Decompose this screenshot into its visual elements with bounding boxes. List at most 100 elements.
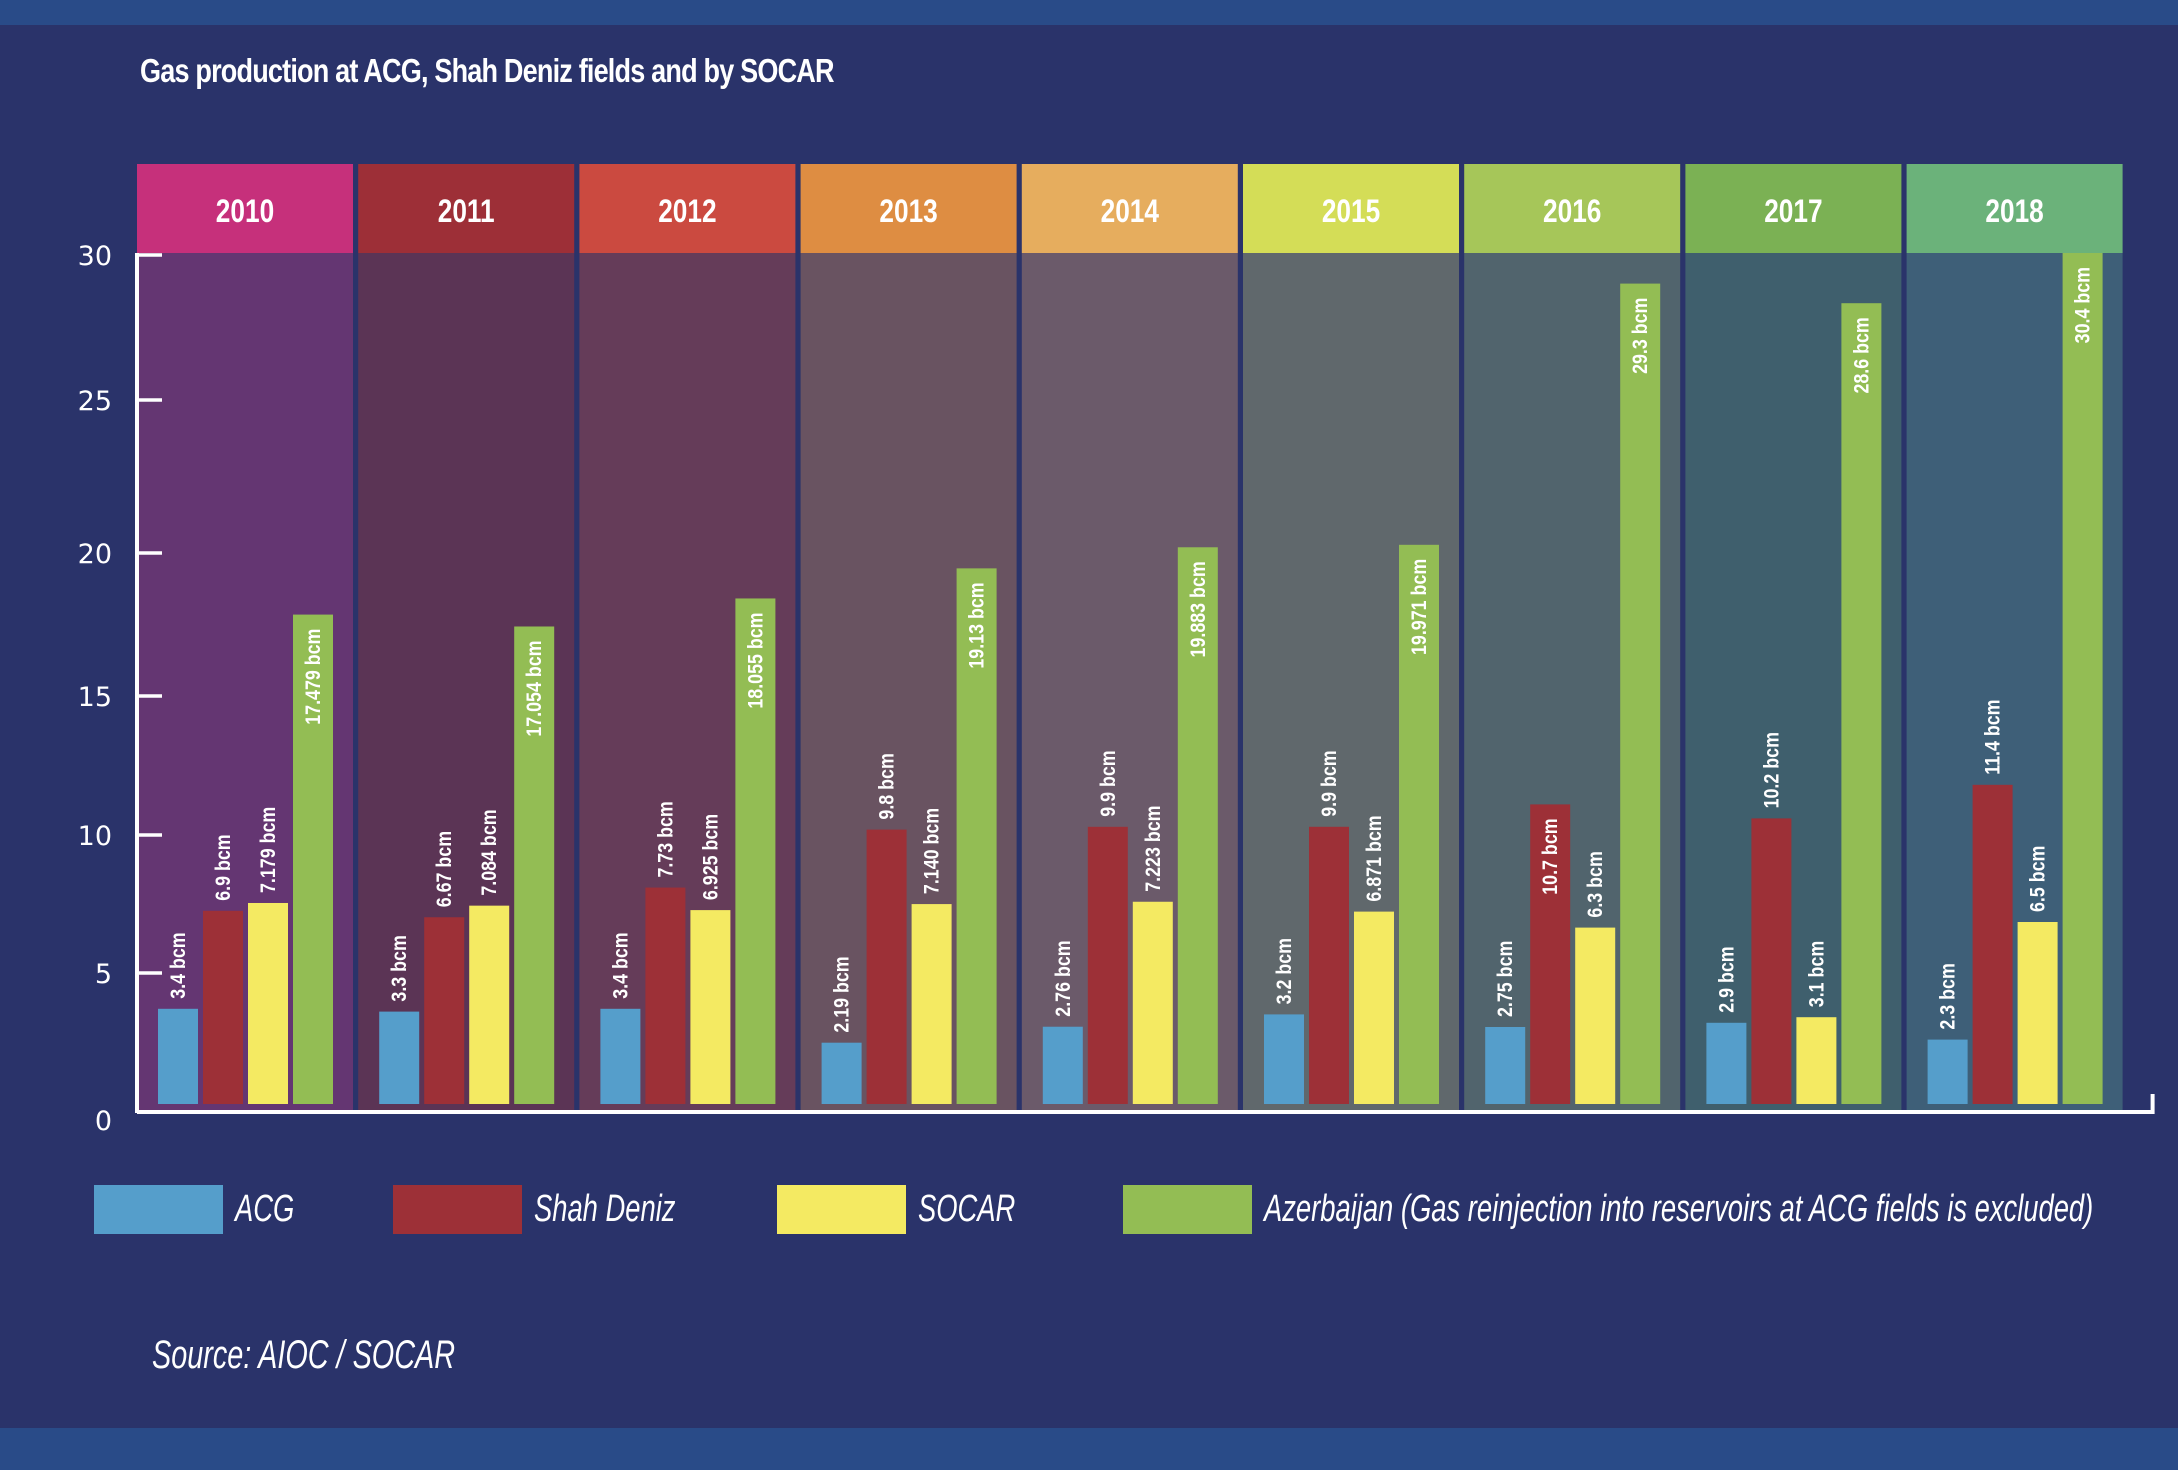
value-label: 6.67 bcm (433, 831, 457, 907)
year-label-2012: 2012 (658, 195, 716, 230)
value-label: 2.76 bcm (1051, 940, 1075, 1016)
bar-acg-2015 (1264, 1014, 1304, 1104)
bar-shah-2017 (1751, 818, 1792, 1104)
bar-socar-2012 (690, 910, 731, 1104)
bar-azerbaijan-2016 (1620, 283, 1661, 1105)
value-label: 6.5 bcm (2026, 846, 2050, 912)
year-header-2017 (1685, 164, 1902, 253)
y-tick-label-5: 5 (95, 959, 112, 990)
bar-shah-2014 (1087, 826, 1128, 1104)
bar-shah-2018 (1972, 784, 2013, 1104)
legend-item-socar: SOCAR (777, 1185, 1053, 1234)
bar-acg-2016 (1485, 1027, 1526, 1104)
legend-label-azerbaijan: Azerbaijan (Gas reinjection into reservo… (1264, 1188, 2094, 1230)
bar-socar-2014 (1132, 901, 1173, 1104)
value-label: 7.140 bcm (920, 808, 944, 894)
value-label: 3.4 bcm (609, 932, 633, 998)
value-label: 3.3 bcm (388, 935, 412, 1001)
bar-azerbaijan-2010 (293, 614, 333, 1104)
year-header-2015 (1243, 164, 1459, 253)
bar-socar-2010 (248, 902, 288, 1104)
bar-shah-2015 (1309, 826, 1349, 1104)
value-label: 6.871 bcm (1363, 815, 1387, 901)
value-label: 30.4 bcm (2071, 267, 2095, 343)
legend-item-acg: ACG (94, 1185, 317, 1234)
y-tick-label-15: 15 (78, 682, 112, 713)
top-band (0, 0, 2178, 25)
year-header-2018 (1906, 164, 2123, 253)
value-label: 2.3 bcm (1936, 963, 1960, 1029)
year-label-2018: 2018 (1985, 195, 2043, 230)
bar-azerbaijan-2012 (735, 598, 776, 1104)
legend-label-acg: ACG (235, 1188, 295, 1230)
legend-swatch-socar (777, 1185, 906, 1234)
value-label: 6.9 bcm (212, 834, 236, 900)
bar-socar-2013 (911, 904, 952, 1104)
legend-swatch-acg (94, 1185, 223, 1234)
bar-acg-2011 (379, 1011, 420, 1104)
bar-socar-2015 (1354, 911, 1394, 1104)
year-label-2017: 2017 (1764, 195, 1822, 230)
value-label: 19.971 bcm (1408, 559, 1432, 655)
value-label: 9.8 bcm (875, 753, 899, 819)
value-label: 28.6 bcm (1850, 317, 1874, 393)
bar-acg-2017 (1706, 1022, 1747, 1104)
value-label: 11.4 bcm (1981, 699, 2005, 774)
value-label: 10.2 bcm (1760, 732, 1784, 808)
y-tick-label-20: 20 (78, 539, 112, 570)
value-label: 7.179 bcm (257, 807, 281, 893)
legend-item-azerbaijan: Azerbaijan (Gas reinjection into reservo… (1123, 1185, 2178, 1234)
year-label-2014: 2014 (1101, 195, 1160, 230)
value-label: 7.73 bcm (654, 801, 678, 877)
bar-azerbaijan-2017 (1841, 303, 1882, 1104)
value-label: 17.054 bcm (523, 640, 547, 736)
bar-socar-2016 (1575, 927, 1616, 1104)
bar-acg-2012 (600, 1008, 641, 1104)
year-label-2013: 2013 (879, 195, 937, 230)
legend-swatch-shah-deniz (393, 1185, 522, 1234)
year-header-2014 (1021, 164, 1238, 253)
bar-azerbaijan-2018 (2062, 253, 2103, 1104)
bar-shah-2010 (203, 910, 243, 1104)
year-label-2016: 2016 (1543, 195, 1601, 230)
y-tick-label-10: 10 (78, 821, 112, 852)
bar-shah-2013 (866, 829, 907, 1104)
value-label: 9.9 bcm (1318, 750, 1342, 816)
bar-acg-2018 (1927, 1039, 1968, 1104)
value-label: 2.75 bcm (1494, 941, 1518, 1017)
bar-acg-2010 (158, 1008, 198, 1104)
value-label: 6.3 bcm (1584, 851, 1608, 917)
year-label-2015: 2015 (1322, 195, 1380, 230)
year-label-2010: 2010 (216, 195, 274, 230)
value-label: 29.3 bcm (1629, 298, 1653, 374)
value-label: 7.084 bcm (478, 809, 502, 895)
value-label: 19.883 bcm (1186, 561, 1210, 657)
value-label: 19.13 bcm (965, 582, 989, 668)
bar-acg-2013 (821, 1042, 862, 1104)
bottom-band (0, 1428, 2178, 1470)
bar-azerbaijan-2014 (1177, 547, 1218, 1104)
year-header-2016 (1464, 164, 1681, 253)
value-label: 7.223 bcm (1141, 806, 1165, 892)
bar-shah-2016 (1530, 804, 1571, 1104)
bar-socar-2018 (2017, 922, 2058, 1104)
value-label: 6.925 bcm (699, 814, 723, 900)
source-note: Source: AIOC / SOCAR (152, 1333, 456, 1377)
legend: ACG Shah Deniz SOCAR Azerbaijan (Gas rei… (0, 1185, 2178, 1235)
value-label: 17.479 bcm (302, 629, 326, 725)
y-tick-label-30: 30 (78, 241, 112, 272)
bar-socar-2017 (1796, 1017, 1837, 1104)
bar-shah-2012 (645, 887, 686, 1104)
y-tick-label-25: 25 (78, 386, 112, 417)
chart-title: Gas production at ACG, Shah Deniz fields… (140, 52, 835, 89)
legend-item-shah-deniz: Shah Deniz (393, 1185, 730, 1234)
bar-azerbaijan-2013 (956, 568, 997, 1104)
legend-swatch-azerbaijan (1123, 1185, 1252, 1234)
value-label: 2.19 bcm (830, 956, 854, 1032)
year-header-2011 (358, 164, 575, 253)
bar-azerbaijan-2015 (1399, 544, 1439, 1104)
year-label-2011: 2011 (438, 195, 495, 230)
y-tick-label-0: 0 (95, 1106, 112, 1137)
year-header-2010 (137, 164, 353, 253)
value-label: 9.9 bcm (1096, 750, 1120, 816)
